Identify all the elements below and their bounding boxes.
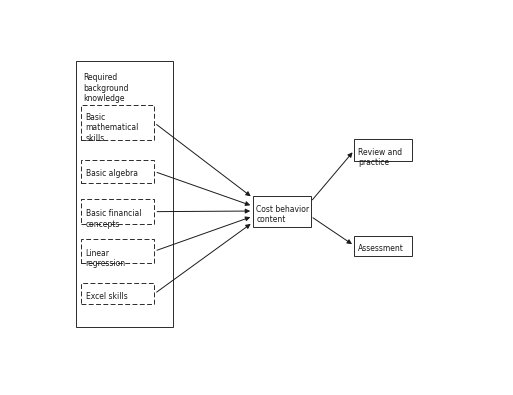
Text: Linear
regression: Linear regression <box>86 249 126 268</box>
Text: Review and
practice: Review and practice <box>358 148 403 167</box>
Bar <box>253 196 310 227</box>
Text: Assessment: Assessment <box>358 244 404 253</box>
Bar <box>81 239 154 263</box>
Text: Basic financial
concepts: Basic financial concepts <box>86 209 141 229</box>
Text: Excel skills: Excel skills <box>86 292 127 301</box>
Bar <box>354 139 412 162</box>
Bar <box>81 199 154 224</box>
Text: Basic algebra: Basic algebra <box>86 169 137 178</box>
Bar <box>81 283 154 305</box>
Text: Required
background
knowledge: Required background knowledge <box>83 73 129 103</box>
Bar <box>76 61 173 327</box>
Text: Basic
mathematical
skills: Basic mathematical skills <box>86 113 139 143</box>
Text: Cost behavior
content: Cost behavior content <box>256 205 309 224</box>
Bar <box>354 236 412 256</box>
Bar <box>81 160 154 183</box>
Bar <box>81 105 154 140</box>
